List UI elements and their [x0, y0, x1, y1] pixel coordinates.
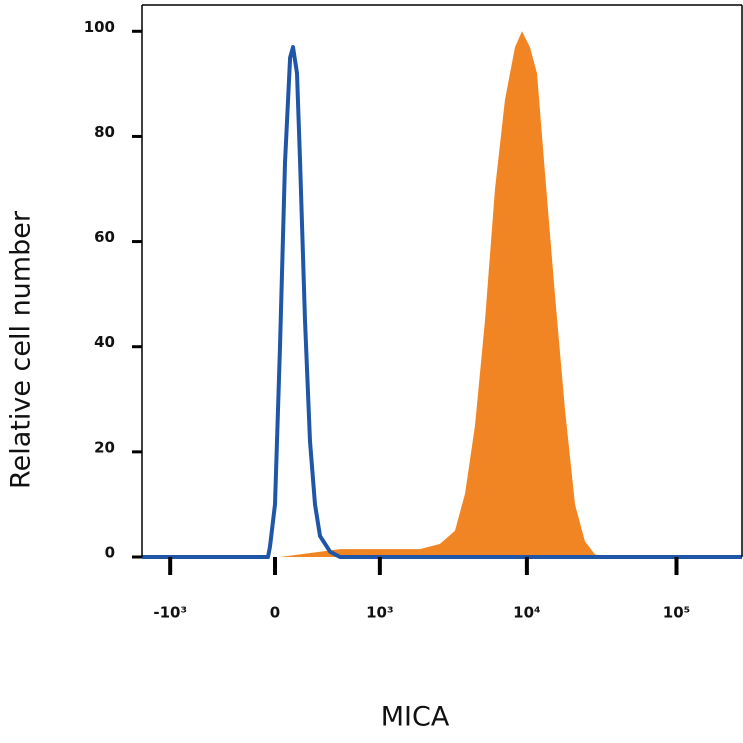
x-tick-label: 10⁵: [663, 604, 690, 622]
y-tick-label: 80: [94, 123, 115, 141]
x-tick-label: -10³: [153, 604, 187, 622]
x-axis-title: MICA: [381, 702, 450, 733]
x-tick-label: 0: [270, 604, 280, 622]
y-tick-label: 0: [105, 544, 115, 562]
x-tick-label: 10³: [366, 604, 393, 622]
y-tick-label: 60: [94, 228, 115, 246]
y-axis-title: Relative cell number: [6, 210, 37, 489]
y-tick-label: 40: [94, 333, 115, 351]
x-tick-label: 10⁴: [513, 604, 540, 622]
histogram-line: [142, 45, 742, 559]
y-tick-label: 20: [94, 438, 115, 456]
histogram-area: [142, 31, 742, 558]
y-tick-label: 100: [84, 18, 115, 36]
